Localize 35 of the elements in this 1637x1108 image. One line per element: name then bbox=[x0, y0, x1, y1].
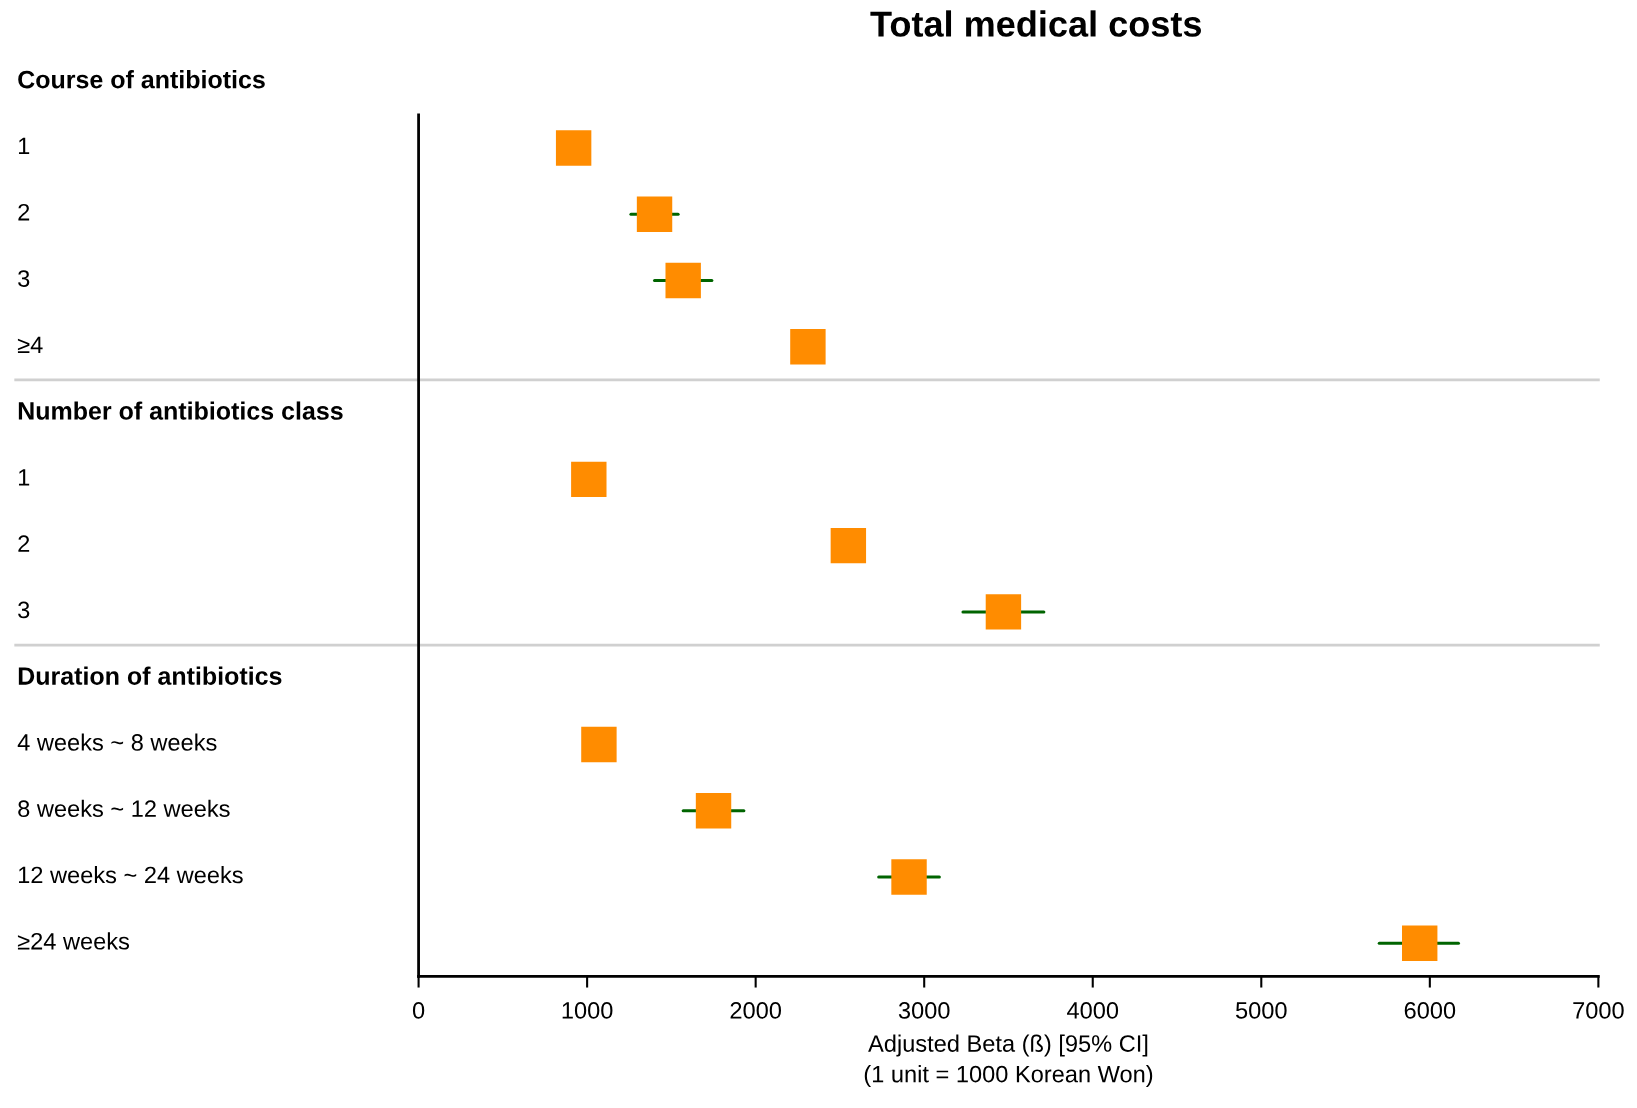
point bbox=[581, 726, 617, 763]
y-tick-label: Course of antibiotics bbox=[18, 70, 265, 89]
x-tick-label: 0 bbox=[412, 1002, 425, 1019]
y-tick-label: 3 bbox=[18, 270, 30, 287]
x-tick-label: 4000 bbox=[1067, 1002, 1119, 1019]
y-tick-label: Number of antibiotics class bbox=[18, 401, 343, 420]
y-tick-label: ≥4 bbox=[17, 336, 43, 353]
x-tick-label: 2000 bbox=[730, 1002, 781, 1019]
y-tick-label: 4 weeks ~ 8 weeks bbox=[17, 733, 217, 751]
y-tick-label: 2 bbox=[18, 203, 30, 221]
y-tick-label: 3 bbox=[18, 601, 30, 619]
y-tick-label: Duration of antibiotics bbox=[18, 666, 282, 685]
point bbox=[636, 196, 673, 232]
x-tick-label: 1000 bbox=[562, 1002, 613, 1019]
point bbox=[555, 130, 592, 166]
point bbox=[695, 793, 732, 829]
y-tick-label: 2 bbox=[18, 535, 30, 552]
x-tick-label: 5000 bbox=[1235, 1002, 1287, 1019]
y-tick-label: 1 bbox=[18, 137, 30, 155]
x-tick-label: 7000 bbox=[1573, 1002, 1624, 1019]
y-tick-label: 12 weeks ~ 24 weeks bbox=[18, 866, 243, 884]
point bbox=[985, 594, 1022, 630]
y-tick-label: 1 bbox=[18, 469, 30, 486]
y-tick-label: 8 weeks ~ 12 weeks bbox=[18, 799, 230, 818]
x-tick-label: 6000 bbox=[1404, 1002, 1456, 1019]
point bbox=[830, 527, 867, 564]
point bbox=[1402, 925, 1438, 961]
point bbox=[665, 262, 701, 299]
point bbox=[790, 329, 826, 365]
y-tick-label: ≥24 weeks bbox=[17, 932, 130, 950]
point bbox=[891, 859, 927, 895]
point bbox=[571, 461, 607, 498]
x-axis-title: Adjusted Beta (ß) [95% CI] (1 unit = 1000 Korean Won) bbox=[864, 1034, 1153, 1088]
chart-title: Total medical costs bbox=[870, 10, 1201, 37]
x-tick-label: 3000 bbox=[898, 1002, 950, 1019]
